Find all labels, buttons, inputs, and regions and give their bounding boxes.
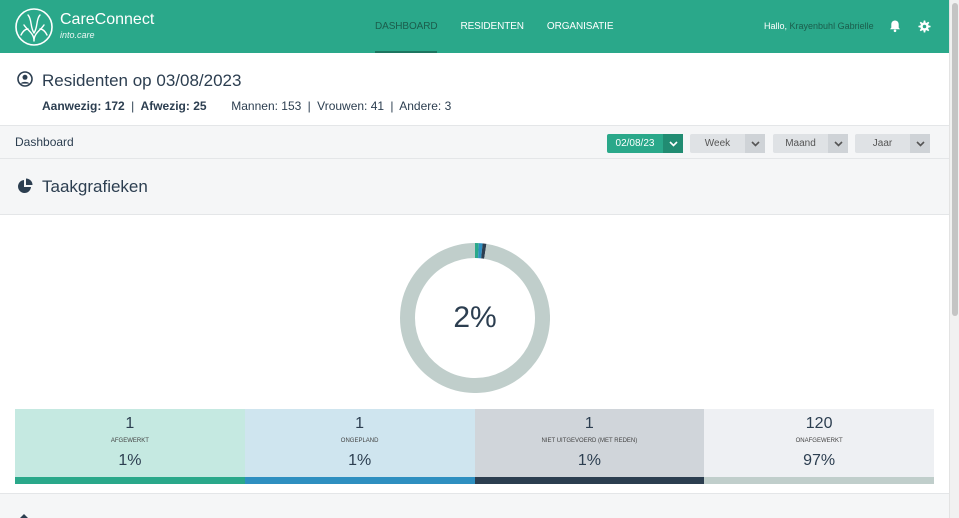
nav-residenten[interactable]: RESIDENTEN bbox=[460, 21, 524, 32]
main-nav: DASHBOARD RESIDENTEN ORGANISATIE bbox=[375, 0, 636, 53]
residents-title: Residenten op 03/08/2023 bbox=[42, 71, 242, 90]
stat-percentage: 1% bbox=[348, 452, 372, 469]
stat-label: NIET UITGEVOERD (MET REDEN) bbox=[541, 438, 638, 444]
stat-label: AFGEWERKT bbox=[110, 438, 149, 444]
stat-count: 1 bbox=[355, 415, 365, 432]
stat-divider: | bbox=[131, 99, 135, 113]
page-scrollbar[interactable] bbox=[949, 0, 959, 518]
pie-chart-icon bbox=[18, 178, 33, 193]
date-select[interactable]: 02/08/23 bbox=[607, 134, 683, 153]
stat-percentage: 97% bbox=[803, 452, 836, 469]
nav-organisatie[interactable]: ORGANISATIE bbox=[546, 21, 614, 32]
donut-center-label: 2% bbox=[453, 301, 497, 334]
other-count: Andere: 3 bbox=[399, 99, 452, 113]
stat-label: ONAFGEWERKT bbox=[795, 438, 843, 444]
donut-segment-onafgewerkt bbox=[400, 243, 550, 393]
gear-icon[interactable] bbox=[918, 20, 931, 33]
stat-percentage: 1% bbox=[577, 452, 601, 469]
stat-niet-uitgevoerd[interactable]: 1 NIET UITGEVOERD (MET REDEN) 1% bbox=[474, 409, 705, 484]
top-navbar: CareConnect into.care DASHBOARD RESIDENT… bbox=[0, 0, 949, 53]
user-greeting: Hallo, Krayenbuhl Gabrielle bbox=[764, 21, 874, 31]
task-charts-title: Taakgrafieken bbox=[42, 177, 148, 196]
women-count: Vrouwen: 41 bbox=[317, 99, 385, 113]
greeting-text: Hallo, bbox=[764, 21, 788, 31]
stat-percentage: 1% bbox=[118, 452, 142, 469]
month-select[interactable]: Maand bbox=[773, 134, 848, 153]
year-label: Jaar bbox=[872, 138, 893, 149]
absent-label: Afwezig: bbox=[140, 99, 190, 113]
task-charts-header: Taakgrafieken bbox=[0, 159, 949, 215]
careconnect-logo-icon[interactable] bbox=[14, 7, 54, 47]
stat-ongepland[interactable]: 1 ONGEPLAND 1% bbox=[244, 409, 475, 484]
next-section-header bbox=[0, 493, 949, 518]
user-name-link[interactable]: Krayenbuhl Gabrielle bbox=[789, 21, 874, 31]
present-label: Aanwezig: bbox=[42, 99, 102, 113]
task-donut-chart bbox=[400, 243, 550, 393]
stat-count: 1 bbox=[584, 415, 594, 432]
section-icon bbox=[20, 514, 28, 518]
stat-count: 1 bbox=[125, 415, 135, 432]
chevron-down-icon bbox=[663, 134, 683, 153]
stat-bar bbox=[15, 477, 245, 484]
user-circle-icon bbox=[17, 71, 33, 87]
men-count: Mannen: 153 bbox=[231, 99, 302, 113]
chevron-down-icon bbox=[828, 134, 848, 153]
dashboard-toolbar: Dashboard 02/08/23 Week Maand Jaar bbox=[0, 125, 949, 159]
week-label: Week bbox=[704, 138, 731, 149]
present-value: 172 bbox=[104, 99, 125, 113]
scrollbar-thumb[interactable] bbox=[952, 3, 958, 316]
stat-bar bbox=[704, 477, 934, 484]
chevron-down-icon bbox=[910, 134, 930, 153]
bell-icon[interactable] bbox=[888, 19, 902, 33]
date-value: 02/08/23 bbox=[615, 138, 655, 149]
stat-bar bbox=[244, 477, 475, 484]
brand-name: CareConnect bbox=[60, 11, 155, 28]
stat-bar bbox=[474, 477, 705, 484]
residents-header: Residenten op 03/08/2023 Aanwezig: 172 |… bbox=[0, 53, 949, 125]
residents-stats: Aanwezig: 172 | Afwezig: 25 Mannen: 153 … bbox=[42, 99, 451, 113]
brand: CareConnect into.care bbox=[60, 11, 154, 41]
task-chart-panel: 2% 1 AFGEWERKT 1% 1 ONGEPLAND 1% 1 NIET … bbox=[0, 215, 949, 493]
month-label: Maand bbox=[785, 138, 816, 149]
chevron-down-icon bbox=[745, 134, 765, 153]
stat-afgewerkt[interactable]: 1 AFGEWERKT 1% bbox=[15, 409, 245, 484]
stat-divider: | bbox=[307, 99, 311, 113]
year-select[interactable]: Jaar bbox=[855, 134, 930, 153]
breadcrumb: Dashboard bbox=[15, 135, 74, 149]
stat-divider: | bbox=[390, 99, 394, 113]
task-stats: 1 AFGEWERKT 1% 1 ONGEPLAND 1% 1 NIET UIT… bbox=[15, 409, 934, 484]
stat-count: 120 bbox=[805, 415, 833, 432]
nav-dashboard[interactable]: DASHBOARD bbox=[375, 0, 438, 53]
stat-onafgewerkt[interactable]: 120 ONAFGEWERKT 97% bbox=[704, 409, 934, 484]
week-select[interactable]: Week bbox=[690, 134, 765, 153]
brand-subtitle: into.care bbox=[60, 30, 95, 40]
absent-value: 25 bbox=[193, 99, 207, 113]
stat-label: ONGEPLAND bbox=[340, 438, 379, 444]
